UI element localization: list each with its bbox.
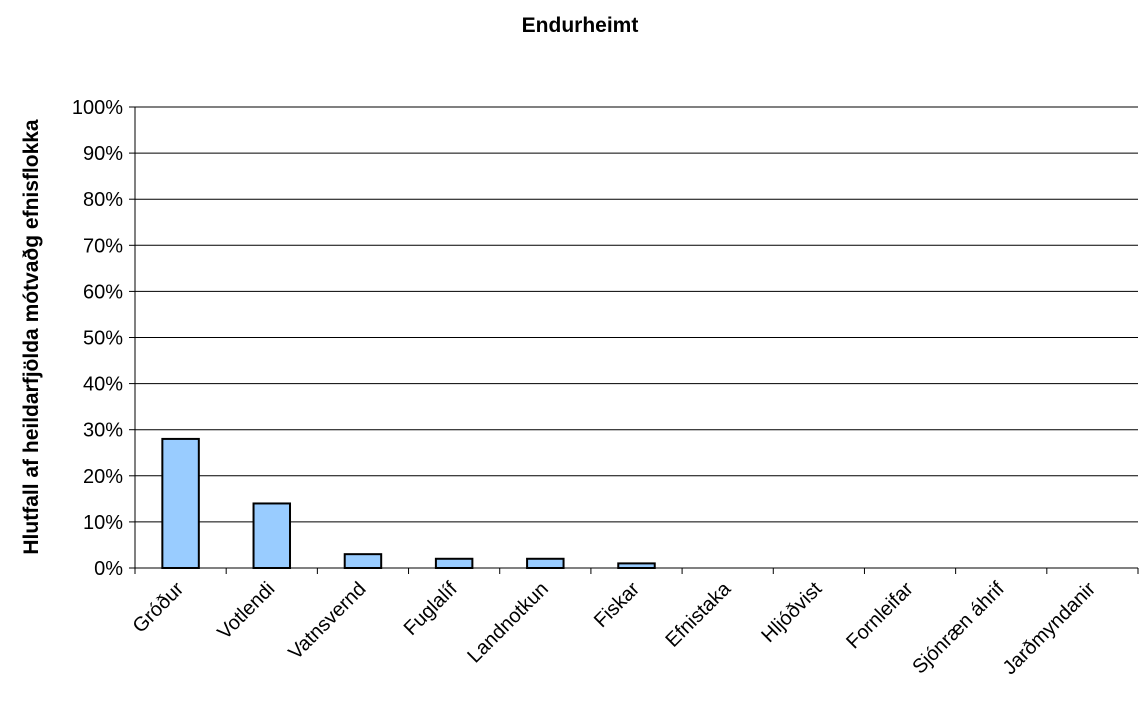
y-tick-label: 20% xyxy=(83,466,123,488)
y-tick-label: 40% xyxy=(83,374,123,396)
x-tick-label: Sjónræn áhrif xyxy=(908,578,1009,679)
x-tick-label: Hljóðvist xyxy=(757,578,826,647)
bar xyxy=(161,437,200,570)
x-tick-label: Fiskar xyxy=(590,578,644,632)
y-tick-label: 10% xyxy=(83,512,123,534)
x-tick-label: Jarðmyndanir xyxy=(999,578,1100,679)
x-tick-label: Votlendi xyxy=(213,578,279,644)
x-tick-label: Landnotkun xyxy=(463,578,552,667)
y-tick-label: 80% xyxy=(83,189,123,211)
y-tick-label: 100% xyxy=(72,97,123,119)
y-tick-label: 60% xyxy=(83,281,123,303)
chart-title: Endurheimt xyxy=(522,14,639,37)
y-axis-label: Hlutfall af heildarfjölda mótvaðg efnisf… xyxy=(20,119,43,555)
x-tick-label: Fuglalíf xyxy=(400,578,462,640)
x-tick-label: Gróður xyxy=(129,578,189,638)
y-tick-label: 30% xyxy=(83,420,123,442)
x-axis-labels: Gróður Votlendi Vatnsvernd Fuglalíf Landnotk… xyxy=(129,577,1101,679)
x-tick-label: Vatnsvernd xyxy=(284,578,370,664)
gridlines xyxy=(135,106,1138,523)
y-axis-ticks: 0% 10% 20% 30% 40% 50% 60% 70% 80% 90% 100% xyxy=(72,97,135,580)
y-tick-label: 90% xyxy=(83,143,123,165)
y-tick-label: 0% xyxy=(94,558,123,580)
bar xyxy=(434,557,474,570)
bar xyxy=(343,553,383,569)
y-tick-label: 50% xyxy=(83,328,123,350)
x-tick-label: Efnistaka xyxy=(661,577,735,651)
bar xyxy=(526,557,565,570)
axes xyxy=(134,107,1139,574)
bars xyxy=(161,437,656,570)
bar xyxy=(252,502,292,569)
bar xyxy=(617,562,656,570)
x-tick-label: Fornleifar xyxy=(842,578,918,654)
y-tick-label: 70% xyxy=(83,235,123,257)
